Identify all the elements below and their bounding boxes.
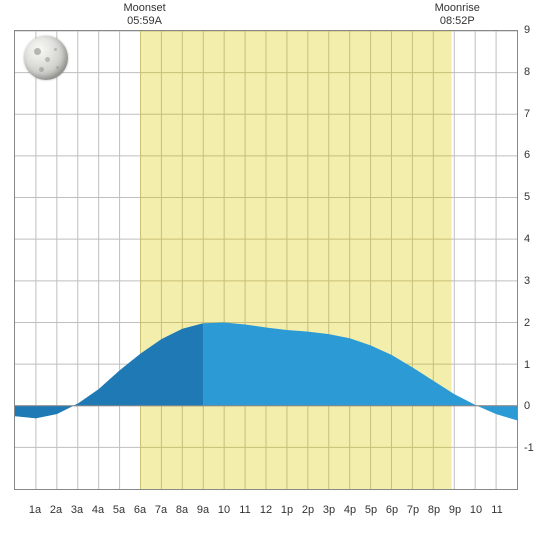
x-tick-label: 8a xyxy=(176,504,188,516)
moonset-label: Moonset 05:59A xyxy=(115,2,175,28)
x-tick-label: 2a xyxy=(50,504,62,516)
x-tick-label: 4a xyxy=(92,504,104,516)
moonrise-time: 08:52P xyxy=(427,15,487,28)
x-tick-label: 3p xyxy=(323,504,335,516)
y-tick-label: 5 xyxy=(524,191,530,203)
y-tick-label: 8 xyxy=(524,66,530,78)
y-tick-label: 1 xyxy=(524,359,530,371)
y-tick-label: 4 xyxy=(524,233,530,245)
y-tick-label: 9 xyxy=(524,24,530,36)
moonrise-title: Moonrise xyxy=(427,2,487,15)
moonrise-label: Moonrise 08:52P xyxy=(427,2,487,28)
y-tick-label: 7 xyxy=(524,108,530,120)
x-tick-label: 5p xyxy=(365,504,377,516)
y-tick-label: -1 xyxy=(524,442,534,454)
x-tick-label: 10 xyxy=(470,504,482,516)
x-tick-label: 1a xyxy=(29,504,41,516)
x-tick-label: 3a xyxy=(71,504,83,516)
moonset-time: 05:59A xyxy=(115,15,175,28)
x-tick-label: 5a xyxy=(113,504,125,516)
tide-chart-container: Moonset 05:59A Moonrise 08:52P -10123456… xyxy=(0,0,550,550)
chart-plot-area xyxy=(14,30,518,490)
x-tick-label: 9a xyxy=(197,504,209,516)
x-tick-label: 12 xyxy=(260,504,272,516)
x-tick-label: 6p xyxy=(386,504,398,516)
y-tick-label: 3 xyxy=(524,275,530,287)
y-tick-label: 2 xyxy=(524,317,530,329)
x-tick-label: 7a xyxy=(155,504,167,516)
x-tick-label: 11 xyxy=(491,504,502,516)
x-tick-label: 10 xyxy=(218,504,230,516)
x-tick-label: 2p xyxy=(302,504,314,516)
x-tick-label: 9p xyxy=(449,504,461,516)
y-tick-label: 0 xyxy=(524,400,530,412)
x-tick-label: 8p xyxy=(428,504,440,516)
x-tick-label: 11 xyxy=(239,504,250,516)
x-tick-label: 6a xyxy=(134,504,146,516)
x-tick-label: 1p xyxy=(281,504,293,516)
x-tick-label: 4p xyxy=(344,504,356,516)
y-tick-label: 6 xyxy=(524,149,530,161)
moon-phase-icon xyxy=(24,36,68,80)
x-tick-label: 7p xyxy=(407,504,419,516)
moonset-title: Moonset xyxy=(115,2,175,15)
chart-svg xyxy=(15,31,517,489)
